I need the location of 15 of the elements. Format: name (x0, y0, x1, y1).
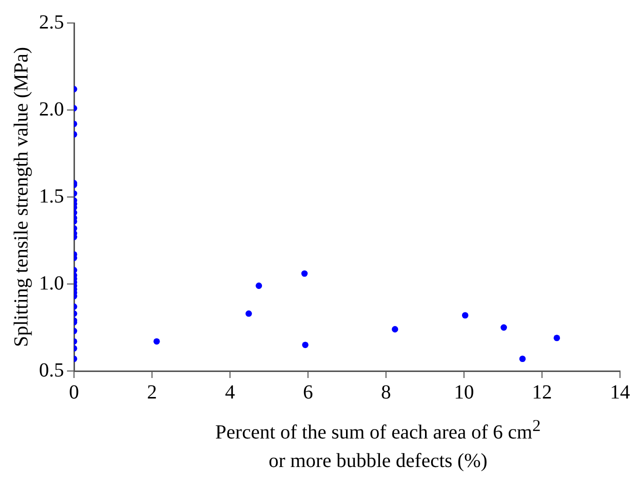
y-tick-label: 1.0 (39, 272, 64, 294)
x-tick-label: 10 (454, 381, 474, 404)
x-tick-label: 8 (381, 381, 391, 404)
x-tick-label: 4 (225, 381, 235, 404)
x-tick-label: 6 (303, 381, 313, 404)
y-axis-title: Splitting tensile strength value (MPa) (10, 47, 32, 347)
text: Percent of the sum of each area of 6 cm$^{2}$ or more bubble defects (%) (215, 416, 541, 472)
y-tick-label: 1.5 (39, 185, 64, 208)
y-tick-label: 0.5 (39, 359, 64, 382)
y-tick-label: 2.0 (39, 98, 64, 120)
x-tick-label: 2 (147, 381, 157, 404)
x-tick-label: 0 (69, 381, 79, 404)
x-tick-label: 14 (610, 381, 630, 404)
x-tick-label: 12 (532, 381, 552, 404)
y-tick-label: 2.5 (39, 11, 64, 34)
